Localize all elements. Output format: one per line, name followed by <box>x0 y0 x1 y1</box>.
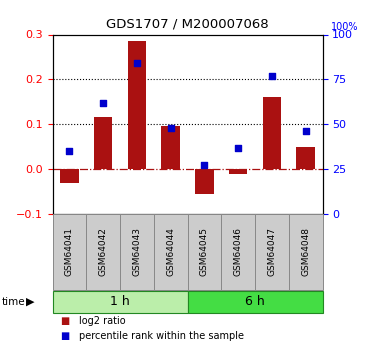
Text: GSM64046: GSM64046 <box>234 227 243 276</box>
Text: time: time <box>2 297 26 307</box>
Bar <box>262 97 281 169</box>
Bar <box>229 169 248 174</box>
Point <box>134 60 140 66</box>
Bar <box>296 147 315 169</box>
Text: GSM64041: GSM64041 <box>65 227 74 276</box>
Bar <box>188 291 322 313</box>
Bar <box>94 117 112 169</box>
Bar <box>255 214 289 290</box>
Point <box>168 125 174 130</box>
Bar <box>128 41 146 169</box>
Point <box>235 145 241 150</box>
Text: GSM64047: GSM64047 <box>267 227 276 276</box>
Text: ▶: ▶ <box>26 297 34 307</box>
Text: ■: ■ <box>60 332 69 341</box>
Bar <box>86 214 120 290</box>
Point <box>100 100 106 106</box>
Point <box>66 148 72 154</box>
Title: GDS1707 / M200007068: GDS1707 / M200007068 <box>106 18 269 31</box>
Text: GSM64043: GSM64043 <box>132 227 141 276</box>
Bar <box>60 169 79 183</box>
Text: percentile rank within the sample: percentile rank within the sample <box>79 332 244 341</box>
Bar <box>53 291 188 313</box>
Text: 6 h: 6 h <box>245 295 265 308</box>
Bar <box>120 214 154 290</box>
Text: GSM64044: GSM64044 <box>166 227 175 276</box>
Text: GSM64045: GSM64045 <box>200 227 209 276</box>
Bar <box>161 126 180 169</box>
Bar <box>289 214 322 290</box>
Point <box>201 163 207 168</box>
Bar <box>221 214 255 290</box>
Bar <box>195 169 214 194</box>
Bar <box>154 214 188 290</box>
Bar <box>188 214 221 290</box>
Text: log2 ratio: log2 ratio <box>79 316 125 326</box>
Point <box>269 73 275 79</box>
Text: GSM64048: GSM64048 <box>301 227 310 276</box>
Text: ■: ■ <box>60 316 69 326</box>
Text: 1 h: 1 h <box>110 295 130 308</box>
Text: GSM64042: GSM64042 <box>99 227 108 276</box>
Text: 100%: 100% <box>331 22 358 32</box>
Point <box>303 129 309 134</box>
Bar <box>53 214 86 290</box>
